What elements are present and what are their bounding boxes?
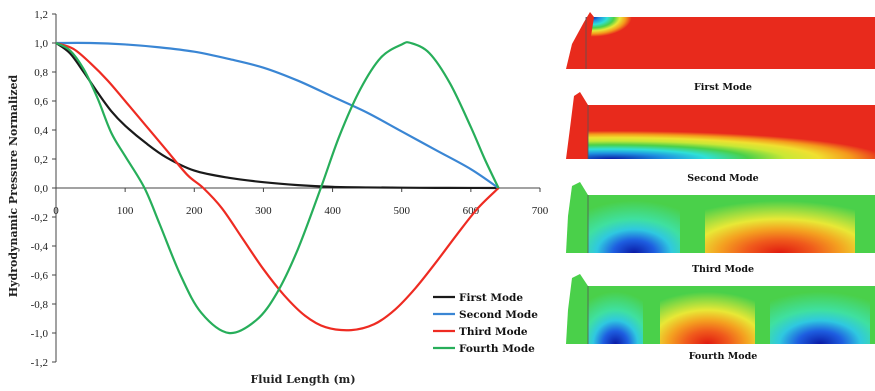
y-tick-label: 1,2	[34, 9, 48, 21]
x-axis-title: Fluid Length (m)	[250, 373, 355, 386]
mode-panel-second: Second Mode	[566, 92, 875, 184]
x-tick-label: 400	[324, 205, 341, 217]
y-tick-label: 0,6	[34, 96, 48, 108]
legend-label-fourth-mode: Fourth Mode	[459, 343, 535, 355]
y-tick-label: 0,8	[34, 67, 48, 79]
series-line-fourth-mode	[55, 41, 500, 335]
legend-label-first-mode: First Mode	[459, 292, 523, 304]
x-tick-label: 200	[186, 205, 203, 217]
x-tick-label: 300	[255, 205, 272, 217]
mode-panel-fourth: Fourth Mode	[566, 274, 875, 362]
x-tick-label: 100	[117, 205, 134, 217]
x-axis-ticks: 0 100 200 300 400 500 600 700	[53, 188, 549, 217]
mode-shape-panels: First Mode Second Mode Third Mode Fourt	[566, 12, 875, 362]
y-tick-label: -1,0	[31, 328, 49, 340]
line-chart: 0 100 200 300 400 500 600 700 1,2 1,0 0,8 0,6 0,4 0,…	[7, 9, 549, 386]
y-tick-label: 0,0	[34, 183, 48, 195]
x-tick-label: 600	[463, 205, 480, 217]
series-line-first-mode	[55, 42, 499, 190]
panel-caption-third: Third Mode	[692, 264, 754, 275]
y-tick-label: -0,6	[31, 270, 49, 282]
y-tick-label: -0,4	[31, 241, 49, 253]
y-tick-label: -0,2	[31, 212, 48, 224]
y-tick-label: -1,2	[31, 357, 48, 369]
legend-label-second-mode: Second Mode	[459, 309, 538, 321]
y-tick-label: 0,4	[34, 125, 48, 137]
series-line-second-mode	[55, 41, 500, 189]
panel-caption-second: Second Mode	[687, 173, 758, 184]
series-line-third-mode	[55, 41, 500, 332]
y-tick-label: 1,0	[34, 38, 48, 50]
mode-panel-first: First Mode	[566, 12, 875, 93]
legend-label-third-mode: Third Mode	[459, 326, 528, 338]
y-tick-label: 0,2	[34, 154, 48, 166]
series-lines	[55, 41, 500, 335]
x-tick-label: 0	[53, 205, 59, 217]
x-tick-label: 700	[532, 205, 549, 217]
panel-caption-first: First Mode	[694, 82, 752, 93]
y-axis-ticks: 1,2 1,0 0,8 0,6 0,4 0,2 0,0 -0,2 -0,4 -0,6 -0,8 -1,…	[31, 9, 56, 369]
x-tick-label: 500	[393, 205, 410, 217]
y-axis-title: Hydrodynamic Pressure Normalized	[7, 74, 20, 297]
y-tick-label: -0,8	[31, 299, 49, 311]
chart-legend: First Mode Second Mode Third Mode Fourth Mo…	[433, 292, 538, 355]
panel-caption-fourth: Fourth Mode	[689, 351, 758, 362]
mode-panel-third: Third Mode	[566, 182, 875, 275]
